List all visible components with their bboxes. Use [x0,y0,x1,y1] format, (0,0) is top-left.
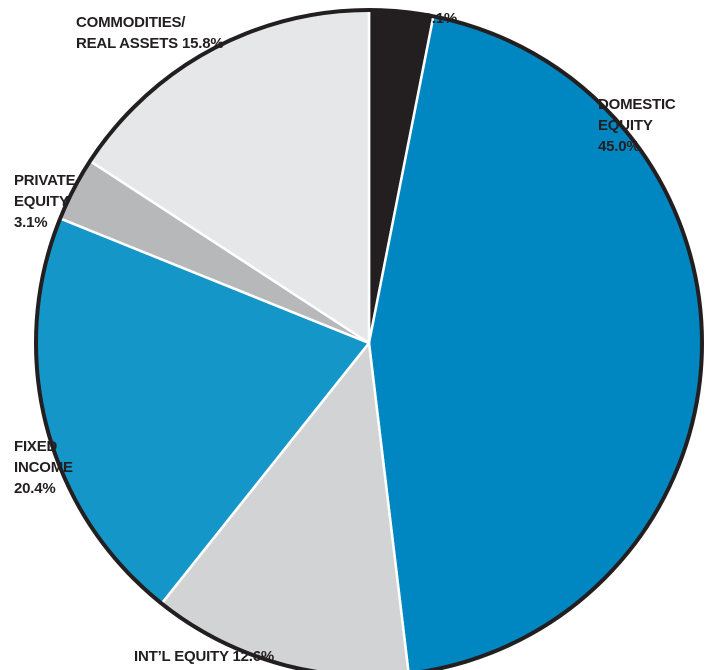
label-private-equity: PRIVATE EQUITY 3.1% [14,172,76,231]
label-intl-equity: INT’L EQUITY 12.6% [134,648,275,665]
label-commodities-real-assets: COMMODITIES/ REAL ASSETS 15.8% [76,14,224,52]
label-domestic-equity: DOMESTIC EQUITY 45.0% [598,96,676,155]
label-fixed-income: FIXED INCOME 20.4% [14,438,73,497]
pie-outline [34,8,704,670]
label-cash: CASH 3.1% [378,10,458,27]
pie-slices [34,8,704,670]
